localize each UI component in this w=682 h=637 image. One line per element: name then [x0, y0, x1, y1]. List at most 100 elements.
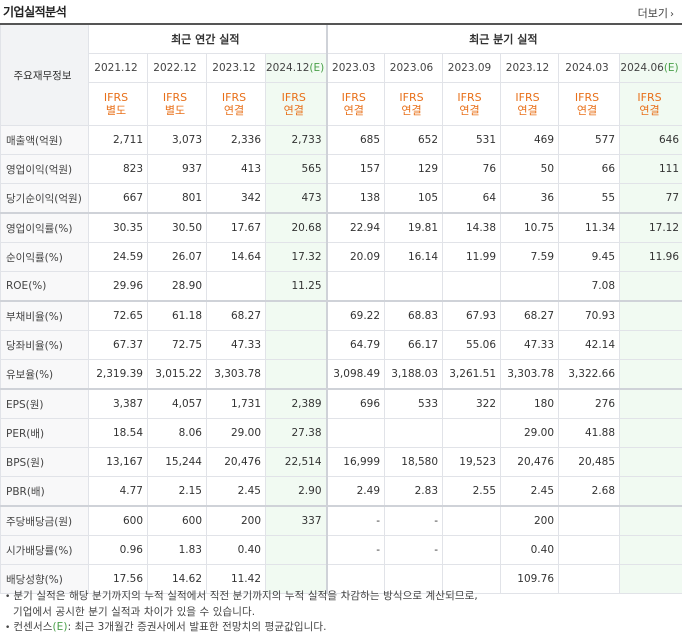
- value-cell: 600: [147, 505, 207, 536]
- value-cell: 276: [558, 388, 621, 419]
- value-cell: 27.38: [264, 418, 328, 448]
- value-cell: 7.08: [558, 271, 621, 302]
- value-cell: [442, 505, 502, 536]
- value-cell: 2.55: [442, 476, 502, 507]
- value-cell: 3,015.22: [147, 359, 207, 390]
- value-cell: 2.45: [206, 476, 266, 507]
- estimate-mark: (E): [663, 62, 679, 74]
- row-label: 당좌비율(%): [0, 330, 89, 360]
- basis-cell: IFRS 연결: [264, 82, 328, 126]
- value-cell: 24.59: [88, 242, 148, 272]
- section-title: 기업실적분석: [3, 5, 67, 19]
- value-cell: 565: [264, 154, 328, 184]
- basis-standard: IFRS: [103, 91, 129, 104]
- basis-type: 별도: [164, 104, 186, 117]
- value-cell: 696: [325, 388, 386, 419]
- value-cell: 652: [384, 125, 444, 155]
- value-cell: 76: [442, 154, 502, 184]
- basis-cell: IFRS 연결: [442, 82, 502, 126]
- basis-standard: IFRS: [515, 91, 540, 104]
- value-cell: [619, 330, 682, 360]
- value-cell: 14.38: [442, 212, 502, 243]
- value-cell: 129: [384, 154, 444, 184]
- table-row: PBR(배) 4.77 2.15 2.45 2.90 2.49 2.83 2.55 2.45 2.…: [0, 476, 682, 507]
- value-cell: 17.56: [88, 564, 148, 594]
- value-cell: 50: [500, 154, 560, 184]
- value-cell: 30.35: [88, 212, 148, 243]
- value-cell: 55.06: [442, 330, 502, 360]
- value-cell: 69.22: [325, 300, 386, 331]
- table-row: 당기순이익(억원) 667 801 342 473 138 105 64 36 55 77: [0, 183, 682, 214]
- value-cell: 0.40: [206, 535, 266, 565]
- value-cell: [325, 564, 386, 594]
- value-cell: 67.93: [442, 300, 502, 331]
- group-header-row: 주요재무정보 최근 연간 실적 최근 분기 실적: [0, 23, 682, 126]
- value-cell: 667: [88, 183, 148, 214]
- table-body: 매출액(억원) 2,711 3,073 2,336 2,733 685 652 531 469 5…: [0, 125, 682, 594]
- value-cell: [619, 447, 682, 477]
- value-cell: 20,485: [558, 447, 621, 477]
- table-row: 영업이익(억원) 823 937 413 565 157 129 76 50 66 111: [0, 154, 682, 184]
- value-cell: 64.79: [325, 330, 386, 360]
- value-cell: 1.83: [147, 535, 207, 565]
- basis-cell: IFRS 연결: [206, 82, 266, 126]
- value-cell: -: [325, 535, 386, 565]
- value-cell: 66.17: [384, 330, 444, 360]
- value-cell: 9.45: [558, 242, 621, 272]
- table-row: 시가배당률(%) 0.96 1.83 0.40- -0.40: [0, 535, 682, 565]
- basis-type: 연결: [576, 104, 598, 117]
- period-annual: 2021.12: [88, 53, 148, 83]
- basis-cell: IFRS 연결: [325, 82, 386, 126]
- value-cell: 47.33: [500, 330, 560, 360]
- value-cell: [619, 505, 682, 536]
- value-cell: 3,322.66: [558, 359, 621, 390]
- value-cell: 937: [147, 154, 207, 184]
- value-cell: 8.06: [147, 418, 207, 448]
- basis-standard: IFRS: [341, 91, 366, 104]
- bullet-icon: •: [5, 592, 11, 602]
- value-cell: [264, 330, 328, 360]
- value-cell: 18,580: [384, 447, 444, 477]
- value-cell: 3,073: [147, 125, 207, 155]
- value-cell: [558, 505, 621, 536]
- value-cell: 17.32: [264, 242, 328, 272]
- basis-cell: IFRS 별도: [147, 82, 207, 126]
- value-cell: [619, 359, 682, 390]
- period-annual: 2023.12: [206, 53, 266, 83]
- row-label: 부채비율(%): [0, 300, 89, 331]
- row-label: PER(배): [0, 418, 89, 448]
- value-cell: 138: [325, 183, 386, 214]
- value-cell: 4,057: [147, 388, 207, 419]
- value-cell: [558, 535, 621, 565]
- row-label: PBR(배): [0, 476, 89, 507]
- value-cell: [325, 271, 386, 302]
- value-cell: 823: [88, 154, 148, 184]
- value-cell: [264, 535, 328, 565]
- footnote-1-text: 분기 실적은 해당 분기까지의 누적 실적에서 직전 분기까지의 누적 실적을 …: [13, 590, 478, 602]
- basis-standard: IFRS: [399, 91, 424, 104]
- basis-type: 연결: [639, 104, 660, 117]
- value-cell: 2,319.39: [88, 359, 148, 390]
- value-cell: 68.27: [500, 300, 560, 331]
- value-cell: 16.14: [384, 242, 444, 272]
- value-cell: [264, 300, 328, 331]
- row-label: 배당성향(%): [0, 564, 89, 594]
- value-cell: 3,188.03: [384, 359, 444, 390]
- basis-cell: IFRS 연결: [500, 82, 560, 126]
- value-cell: 42.14: [558, 330, 621, 360]
- footnote-2-suffix: : 최근 3개월간 증권사에서 발표한 전망치의 평균값입니다.: [67, 621, 327, 633]
- period-quarter: 2023.06: [384, 53, 444, 83]
- value-cell: 68.83: [384, 300, 444, 331]
- value-cell: -: [384, 505, 444, 536]
- table-row: 부채비율(%) 72.65 61.18 68.27 69.22 68.83 67.93 68.…: [0, 300, 682, 331]
- value-cell: 19.81: [384, 212, 444, 243]
- more-link[interactable]: 더보기 ›: [638, 5, 674, 21]
- estimate-mark: (E): [309, 62, 325, 74]
- value-cell: 2,733: [264, 125, 328, 155]
- value-cell: 61.18: [147, 300, 207, 331]
- corner-label: 주요재무정보: [0, 23, 89, 126]
- row-label: 유보율(%): [0, 359, 89, 390]
- table-row: 주당배당금(원) 600 600 200 337- -200: [0, 505, 682, 536]
- value-cell: [500, 271, 560, 302]
- value-cell: -: [384, 535, 444, 565]
